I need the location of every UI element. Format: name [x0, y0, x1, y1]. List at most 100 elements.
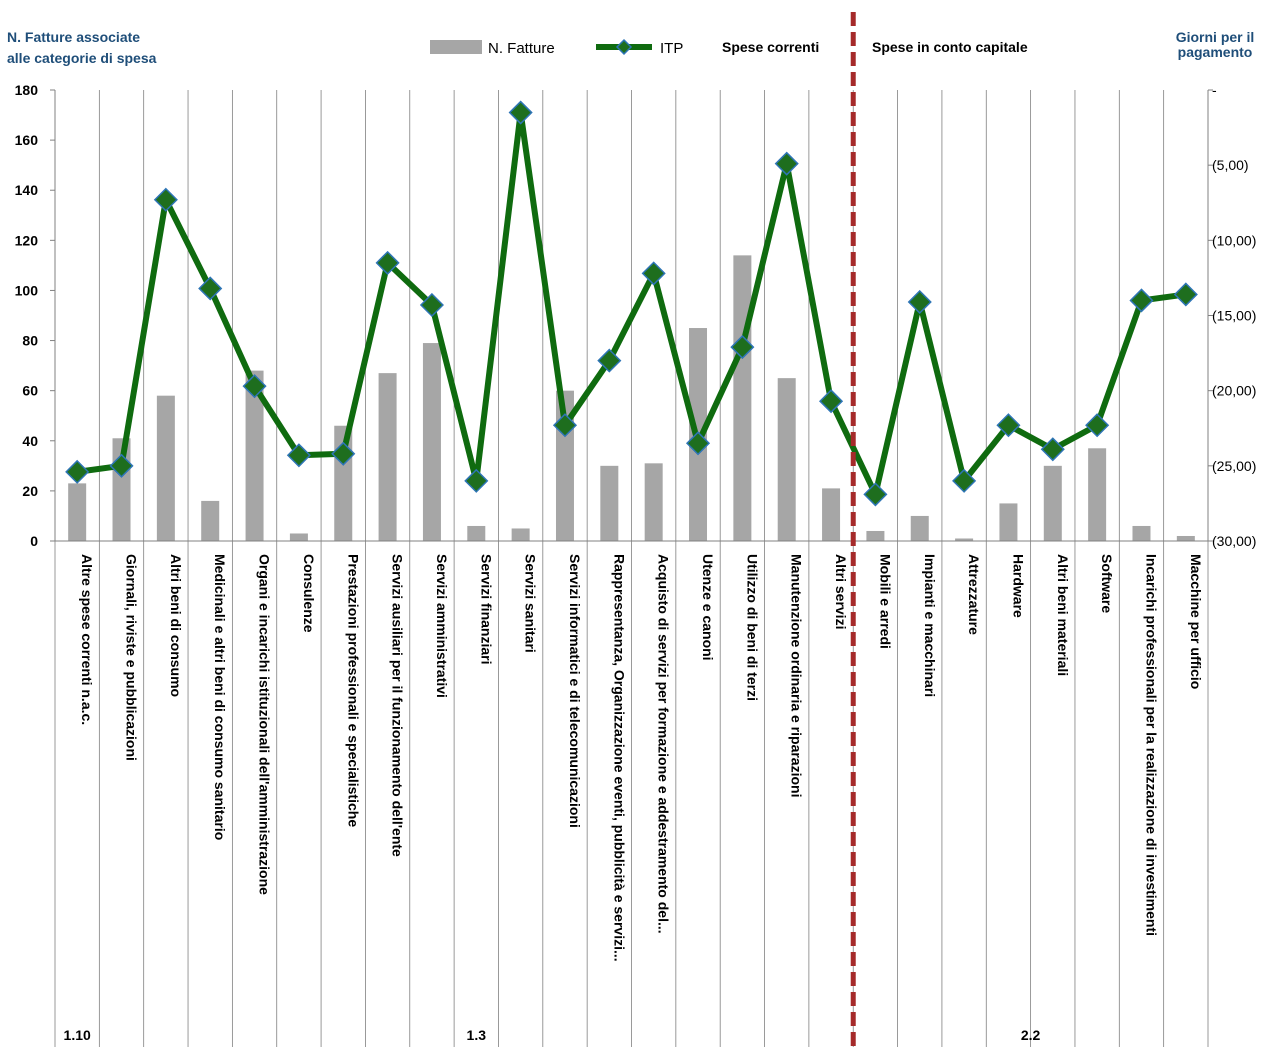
- category-label: Altre spese correnti n.a.c.: [79, 554, 95, 725]
- itp-marker: [1173, 282, 1198, 307]
- bar: [999, 503, 1018, 541]
- itp-marker: [552, 413, 578, 438]
- section-right-label: Spese in conto capitale: [872, 39, 1028, 55]
- bar: [201, 500, 220, 541]
- itp-marker: [331, 441, 356, 466]
- right-tick-label: (20,00): [1212, 383, 1256, 399]
- category-label: Altri beni di consumo: [168, 554, 184, 697]
- category-label: Servizi sanitari: [523, 554, 539, 653]
- category-label: Organi e incarichi istituzionali dell'am…: [257, 554, 273, 895]
- bar: [467, 525, 486, 541]
- left-tick-label: 60: [22, 383, 38, 399]
- left-tick-label: 20: [22, 483, 38, 499]
- itp-marker: [198, 276, 223, 301]
- bar: [511, 528, 530, 541]
- category-label: Attrezzature: [966, 554, 982, 635]
- bar: [245, 370, 264, 541]
- category-label: Utenze e canoni: [700, 554, 716, 661]
- bar: [600, 465, 619, 541]
- itp-marker: [730, 335, 755, 360]
- itp-marker: [641, 261, 666, 286]
- left-tick-label: 180: [15, 82, 39, 98]
- category-label: Impianti e macchinari: [922, 554, 938, 697]
- bar: [777, 378, 796, 541]
- bar: [644, 463, 663, 541]
- itp-marker: [774, 151, 799, 176]
- left-tick-label: 160: [15, 132, 39, 148]
- right-tick-label: (5,00): [1212, 157, 1249, 173]
- bar: [822, 488, 841, 541]
- category-label: Servizi amministrativi: [434, 554, 450, 698]
- itp-marker: [685, 431, 711, 456]
- bar: [1043, 465, 1062, 541]
- category-label: Servizi finanziari: [478, 554, 494, 664]
- legend-bars-swatch: [430, 40, 482, 54]
- bar: [1088, 448, 1107, 541]
- category-label: Consulenze: [301, 554, 317, 633]
- left-tick-label: 100: [15, 282, 39, 298]
- itp-marker: [419, 292, 445, 318]
- bar: [156, 395, 175, 541]
- bar: [422, 343, 441, 541]
- itp-marker: [286, 443, 311, 468]
- left-tick-label: 40: [22, 433, 38, 449]
- group-label: 1.10: [64, 1027, 91, 1043]
- category-label: Altri servizi: [833, 554, 849, 629]
- itp-marker: [242, 374, 267, 399]
- category-label: Macchine per ufficio: [1188, 554, 1204, 689]
- bar: [733, 255, 752, 541]
- bar: [68, 483, 87, 541]
- itp-marker: [907, 289, 932, 315]
- bar: [289, 533, 308, 541]
- itp-marker: [375, 250, 400, 275]
- itp-marker: [597, 348, 622, 373]
- bar: [1132, 525, 1151, 541]
- bar: [866, 530, 885, 541]
- left-tick-label: 0: [30, 533, 38, 549]
- right-tick-label: (30,00): [1212, 533, 1256, 549]
- group-labels: 1.10 1.3 2.2: [64, 1027, 1041, 1043]
- bar: [955, 538, 974, 541]
- legend-marker-swatch: [615, 38, 633, 56]
- right-tick-label: (10,00): [1212, 232, 1256, 248]
- category-label: Rappresentanza, Organizzazione eventi, p…: [611, 554, 627, 962]
- itp-marker: [464, 468, 489, 493]
- category-labels: Altre spese correnti n.a.c. Giornali, riv…: [79, 554, 1204, 962]
- itp-marker: [996, 413, 1021, 438]
- right-axis-title-line2: pagamento: [1178, 44, 1253, 60]
- bar: [910, 515, 929, 541]
- legend-line-label: ITP: [660, 40, 683, 57]
- itp-marker: [952, 468, 977, 493]
- left-tick-label: 140: [15, 182, 39, 198]
- category-label: Acquisto di servizi per formazione e add…: [656, 554, 672, 934]
- itp-marker: [508, 100, 533, 125]
- left-tick-label: 120: [15, 232, 39, 248]
- category-label: Software: [1099, 554, 1115, 613]
- itp-marker: [1085, 413, 1110, 438]
- category-label: Altri beni materiali: [1055, 554, 1071, 676]
- itp-marker: [109, 453, 134, 478]
- category-label: Manutenzione ordinaria e riparazioni: [789, 554, 805, 797]
- category-label: Incarichi professionali per la realizzaz…: [1143, 554, 1159, 936]
- category-grid: [54, 90, 1209, 1047]
- legend-bars-label: N. Fatture: [488, 40, 555, 57]
- axes: 0 20 40 60 80 100 120 140 160 180 - (5,00) (10,00) (1…: [15, 82, 1257, 549]
- left-axis-title-line2: alle categorie di spesa: [7, 50, 157, 66]
- left-tick-label: 80: [22, 333, 38, 349]
- category-label: Utilizzo di beni di terzi: [744, 554, 760, 701]
- itp-marker: [1129, 288, 1154, 313]
- legend: N. Fatture ITP Spese correnti Spese in c…: [430, 38, 1028, 57]
- bar: [1176, 535, 1195, 541]
- category-label: Giornali, riviste e pubblicazioni: [124, 554, 140, 761]
- right-tick-label: -: [1212, 82, 1217, 98]
- category-label: Servizi ausiliari per il funzionamento d…: [390, 554, 406, 857]
- group-label: 1.3: [467, 1027, 487, 1043]
- category-label: Servizi informatici e di telecomunicazio…: [567, 554, 583, 828]
- right-axis-title-line1: Giorni per il: [1176, 29, 1255, 45]
- itp-series: [65, 100, 1198, 507]
- itp-marker: [1040, 437, 1065, 462]
- itp-marker: [818, 389, 844, 414]
- category-label: Prestazioni professionali e specialistic…: [345, 554, 361, 827]
- itp-marker: [863, 482, 888, 507]
